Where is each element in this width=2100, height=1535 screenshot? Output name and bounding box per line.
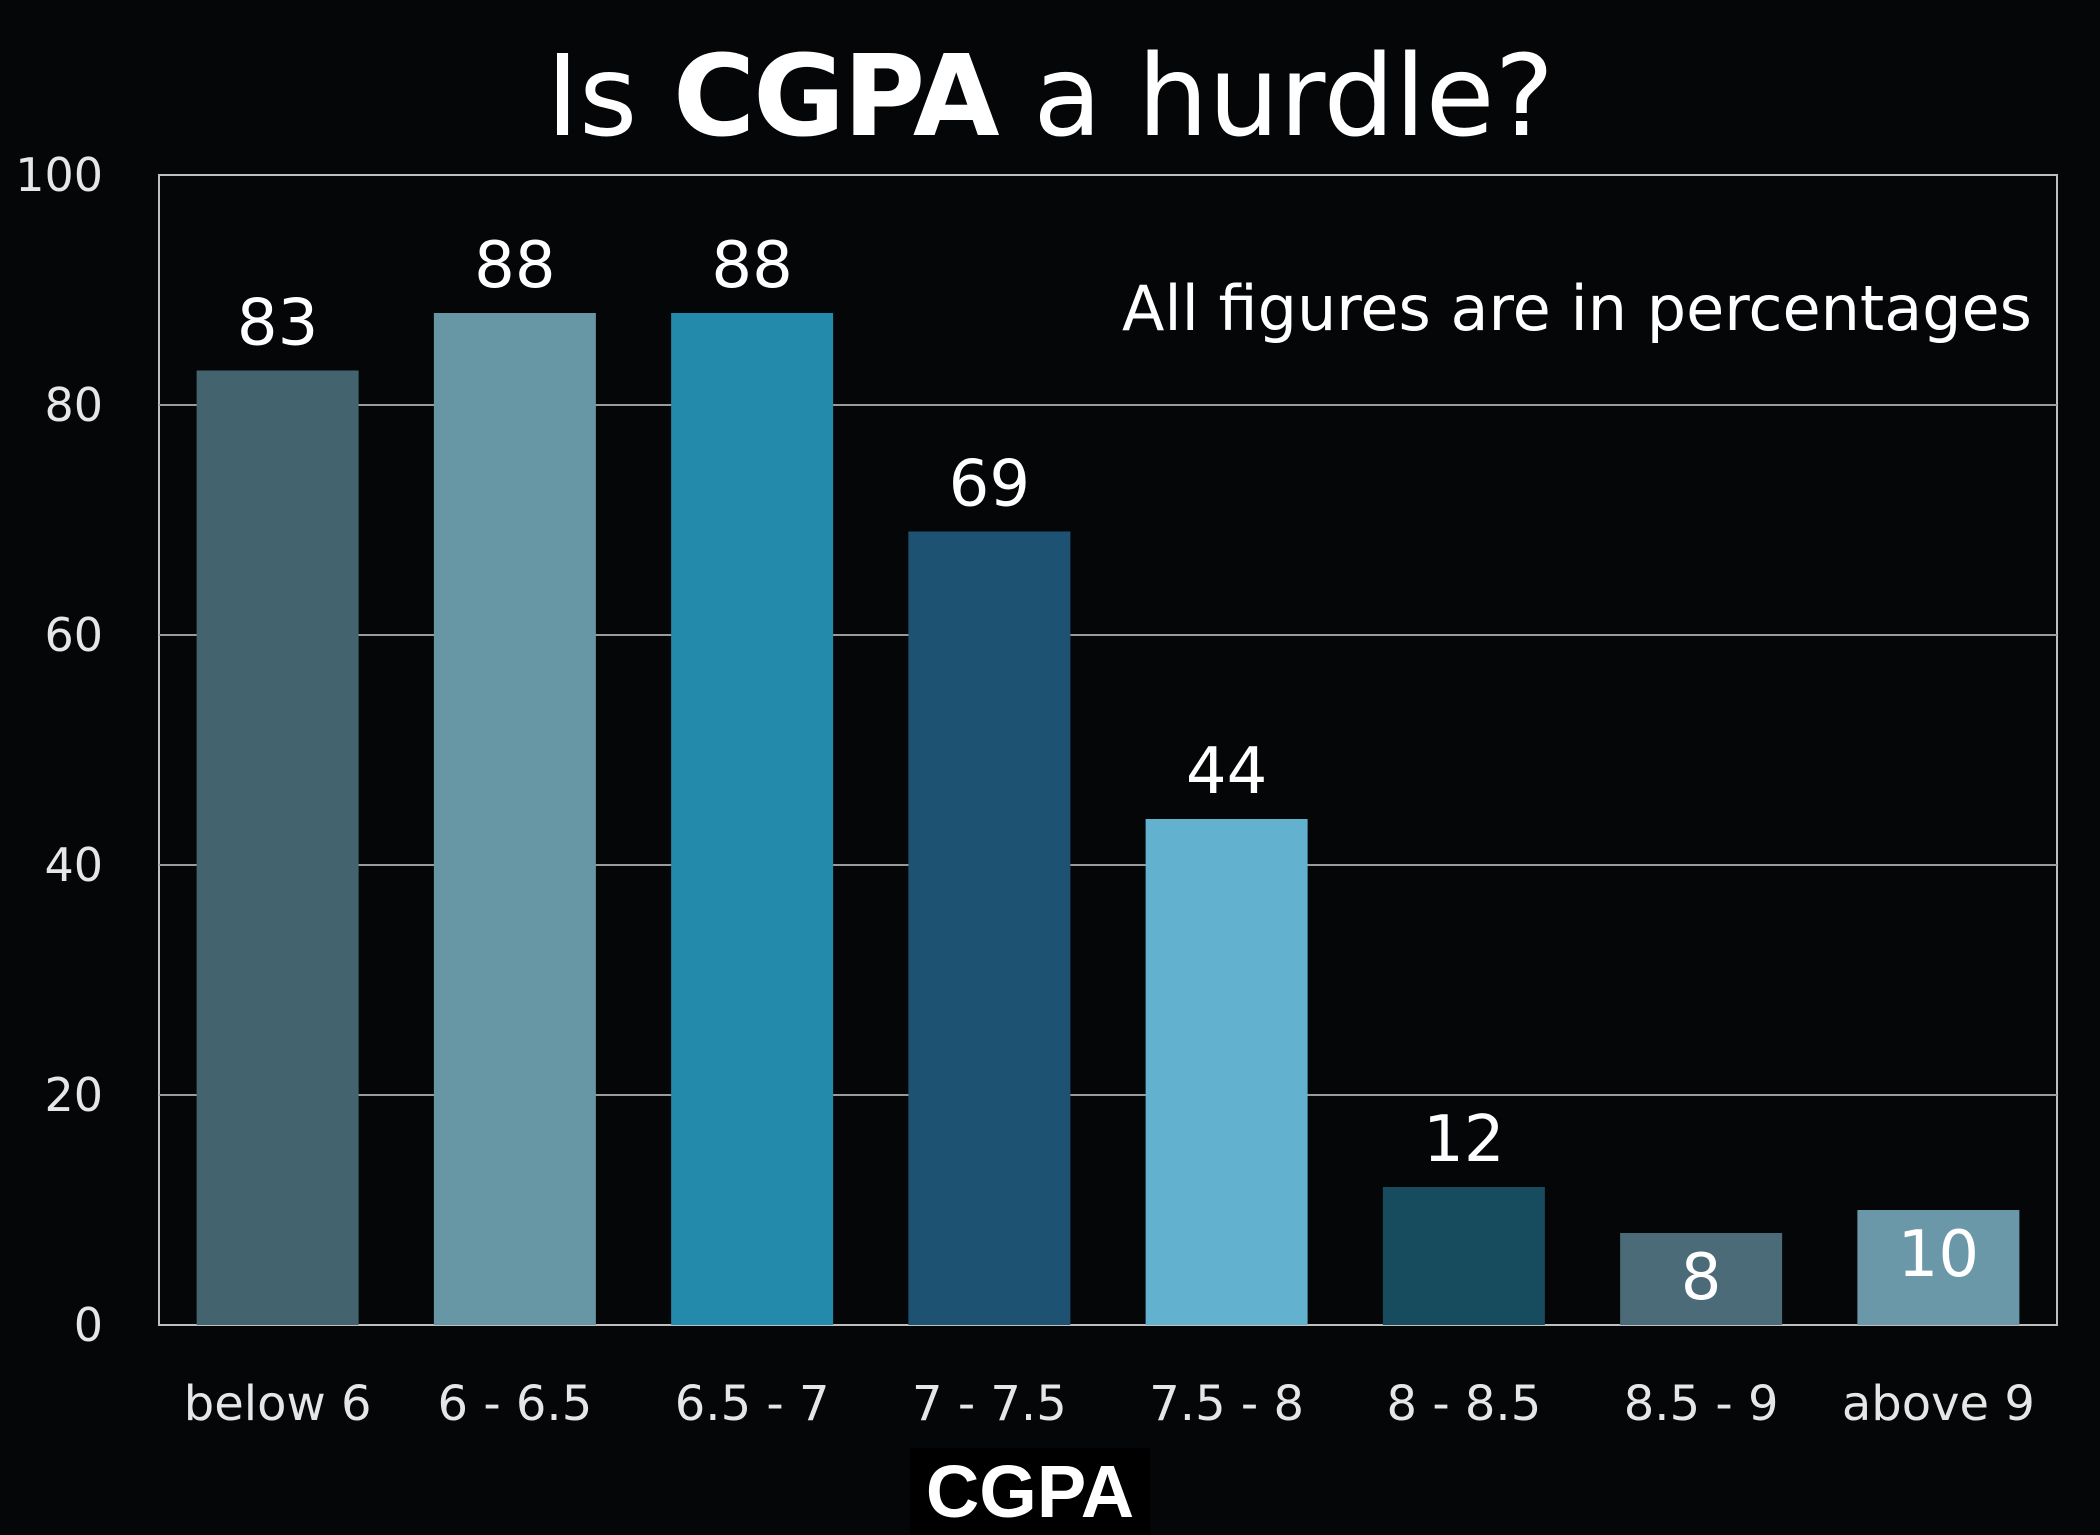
y-tick-label: 80 [44,378,103,432]
title-suffix: a hurdle? [1033,32,1555,162]
bar [1620,1233,1783,1325]
y-tick-label: 60 [44,608,103,662]
data-label: 12 [1423,1103,1504,1177]
y-tick-label: 40 [44,838,103,892]
plot-frame [158,174,2058,1326]
x-tick-label: above 9 [1842,1376,2035,1432]
x-tick-label: 6 - 6.5 [438,1376,593,1432]
x-tick-label: 6.5 - 7 [675,1376,830,1432]
x-tick-label: 7 - 7.5 [912,1376,1067,1432]
bar [1857,1210,2020,1325]
title-emphasis: CGPA [672,32,1000,162]
data-label: 88 [474,229,555,303]
chart-title: Is CGPA a hurdle? [0,22,2100,172]
chart-note: All figures are in percentages [1121,272,2032,345]
y-tick-label: 100 [15,148,103,202]
x-tick-label: 7.5 - 8 [1149,1376,1304,1432]
y-tick-label: 0 [74,1298,103,1352]
x-tick-label: 8 - 8.5 [1387,1376,1542,1432]
x-axis-title: CGPA [910,1448,1150,1535]
x-tick-label: 8.5 - 9 [1624,1376,1779,1432]
data-label: 44 [1186,735,1267,809]
data-label: 88 [711,229,792,303]
x-tick-label: below 6 [184,1376,372,1432]
data-label: 10 [1898,1218,1979,1292]
data-label: 83 [237,287,318,361]
title-prefix: Is [545,32,638,162]
y-tick-label: 20 [44,1068,103,1122]
bar [196,370,359,1325]
bar [1145,819,1308,1325]
data-label: 69 [949,448,1030,522]
bar [1382,1187,1545,1325]
data-label: 8 [1681,1241,1722,1315]
bar [671,313,834,1325]
bar [908,531,1071,1325]
bar [433,313,596,1325]
